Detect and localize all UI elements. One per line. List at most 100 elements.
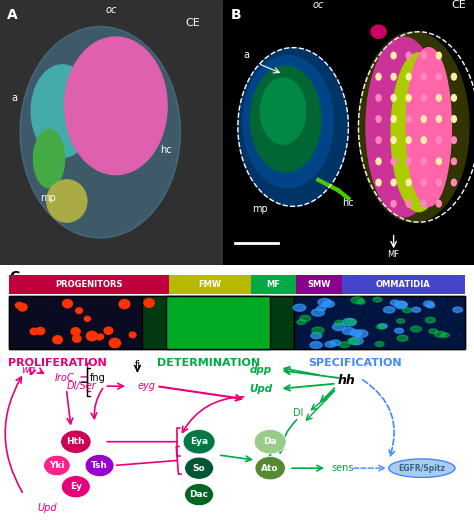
Ellipse shape: [342, 318, 356, 326]
FancyBboxPatch shape: [9, 296, 142, 349]
Ellipse shape: [63, 299, 73, 308]
Polygon shape: [0, 0, 223, 264]
Ellipse shape: [451, 95, 456, 101]
Ellipse shape: [391, 179, 396, 186]
Ellipse shape: [425, 317, 436, 323]
Text: FMW: FMW: [198, 280, 221, 289]
Text: Dl: Dl: [293, 408, 304, 417]
Ellipse shape: [451, 137, 456, 143]
Text: IroC: IroC: [55, 373, 74, 383]
Ellipse shape: [86, 331, 98, 341]
Ellipse shape: [297, 320, 306, 324]
Ellipse shape: [238, 48, 348, 206]
Text: eyg: eyg: [137, 381, 155, 391]
Ellipse shape: [376, 95, 381, 101]
Ellipse shape: [451, 116, 456, 122]
Ellipse shape: [391, 53, 447, 212]
Text: wg: wg: [21, 366, 36, 375]
Ellipse shape: [396, 301, 407, 307]
Text: MF: MF: [266, 280, 280, 289]
Ellipse shape: [376, 116, 381, 122]
FancyBboxPatch shape: [9, 275, 169, 294]
Ellipse shape: [357, 299, 365, 304]
FancyBboxPatch shape: [342, 275, 465, 294]
Text: oc: oc: [106, 5, 117, 15]
Ellipse shape: [20, 26, 181, 238]
Ellipse shape: [406, 48, 451, 206]
Text: PROGENITORS: PROGENITORS: [55, 280, 123, 289]
FancyBboxPatch shape: [166, 296, 270, 349]
Ellipse shape: [98, 334, 104, 339]
Ellipse shape: [293, 304, 306, 311]
Ellipse shape: [373, 297, 382, 302]
Text: Ato: Ato: [262, 463, 279, 473]
FancyBboxPatch shape: [294, 296, 465, 349]
Ellipse shape: [53, 336, 62, 344]
Text: sens: sens: [332, 463, 354, 473]
Text: Eya: Eya: [190, 437, 208, 446]
Ellipse shape: [436, 52, 441, 59]
Ellipse shape: [421, 158, 426, 165]
Text: Da: Da: [264, 437, 277, 446]
Ellipse shape: [391, 137, 396, 143]
Text: PROLIFERATION: PROLIFERATION: [8, 359, 106, 368]
Ellipse shape: [426, 303, 435, 308]
Ellipse shape: [323, 301, 335, 307]
Ellipse shape: [406, 158, 411, 165]
Ellipse shape: [342, 327, 355, 334]
Ellipse shape: [330, 340, 341, 345]
Ellipse shape: [376, 74, 381, 80]
Ellipse shape: [31, 65, 93, 158]
Ellipse shape: [451, 179, 456, 186]
Ellipse shape: [30, 328, 38, 335]
Text: MF: MF: [388, 250, 400, 259]
Ellipse shape: [300, 315, 310, 322]
Ellipse shape: [375, 342, 384, 346]
Ellipse shape: [436, 158, 441, 165]
Ellipse shape: [391, 200, 396, 207]
Ellipse shape: [47, 180, 87, 222]
Ellipse shape: [104, 327, 113, 334]
Ellipse shape: [421, 116, 426, 122]
Text: CE: CE: [186, 19, 201, 29]
Text: dpp: dpp: [250, 366, 272, 375]
Text: OMMATIDIA: OMMATIDIA: [376, 280, 430, 289]
Ellipse shape: [397, 319, 405, 323]
Ellipse shape: [16, 303, 23, 308]
Ellipse shape: [119, 299, 130, 308]
Text: hc: hc: [160, 145, 172, 156]
Polygon shape: [223, 0, 474, 264]
Ellipse shape: [44, 455, 70, 476]
Ellipse shape: [421, 52, 426, 59]
Ellipse shape: [376, 179, 381, 186]
Ellipse shape: [379, 324, 387, 329]
Ellipse shape: [421, 200, 426, 207]
Ellipse shape: [397, 335, 408, 341]
Ellipse shape: [358, 32, 469, 222]
Ellipse shape: [332, 323, 345, 331]
Text: a: a: [243, 50, 249, 60]
Text: a: a: [11, 93, 17, 103]
Ellipse shape: [436, 95, 441, 101]
Ellipse shape: [109, 338, 120, 348]
Ellipse shape: [310, 342, 322, 349]
Ellipse shape: [33, 130, 64, 188]
Ellipse shape: [61, 430, 91, 453]
Text: fj: fj: [135, 360, 140, 370]
Ellipse shape: [335, 320, 344, 325]
Ellipse shape: [311, 333, 322, 339]
Ellipse shape: [371, 25, 386, 39]
Text: A: A: [7, 8, 18, 22]
Ellipse shape: [391, 158, 396, 165]
Text: mp: mp: [253, 204, 268, 214]
Ellipse shape: [71, 327, 80, 335]
Ellipse shape: [183, 430, 215, 454]
Ellipse shape: [144, 299, 155, 307]
Ellipse shape: [84, 316, 91, 321]
Ellipse shape: [185, 484, 213, 506]
Ellipse shape: [394, 302, 407, 308]
Ellipse shape: [250, 66, 321, 172]
Text: Upd: Upd: [249, 384, 272, 394]
Ellipse shape: [453, 307, 463, 313]
Ellipse shape: [355, 330, 368, 338]
